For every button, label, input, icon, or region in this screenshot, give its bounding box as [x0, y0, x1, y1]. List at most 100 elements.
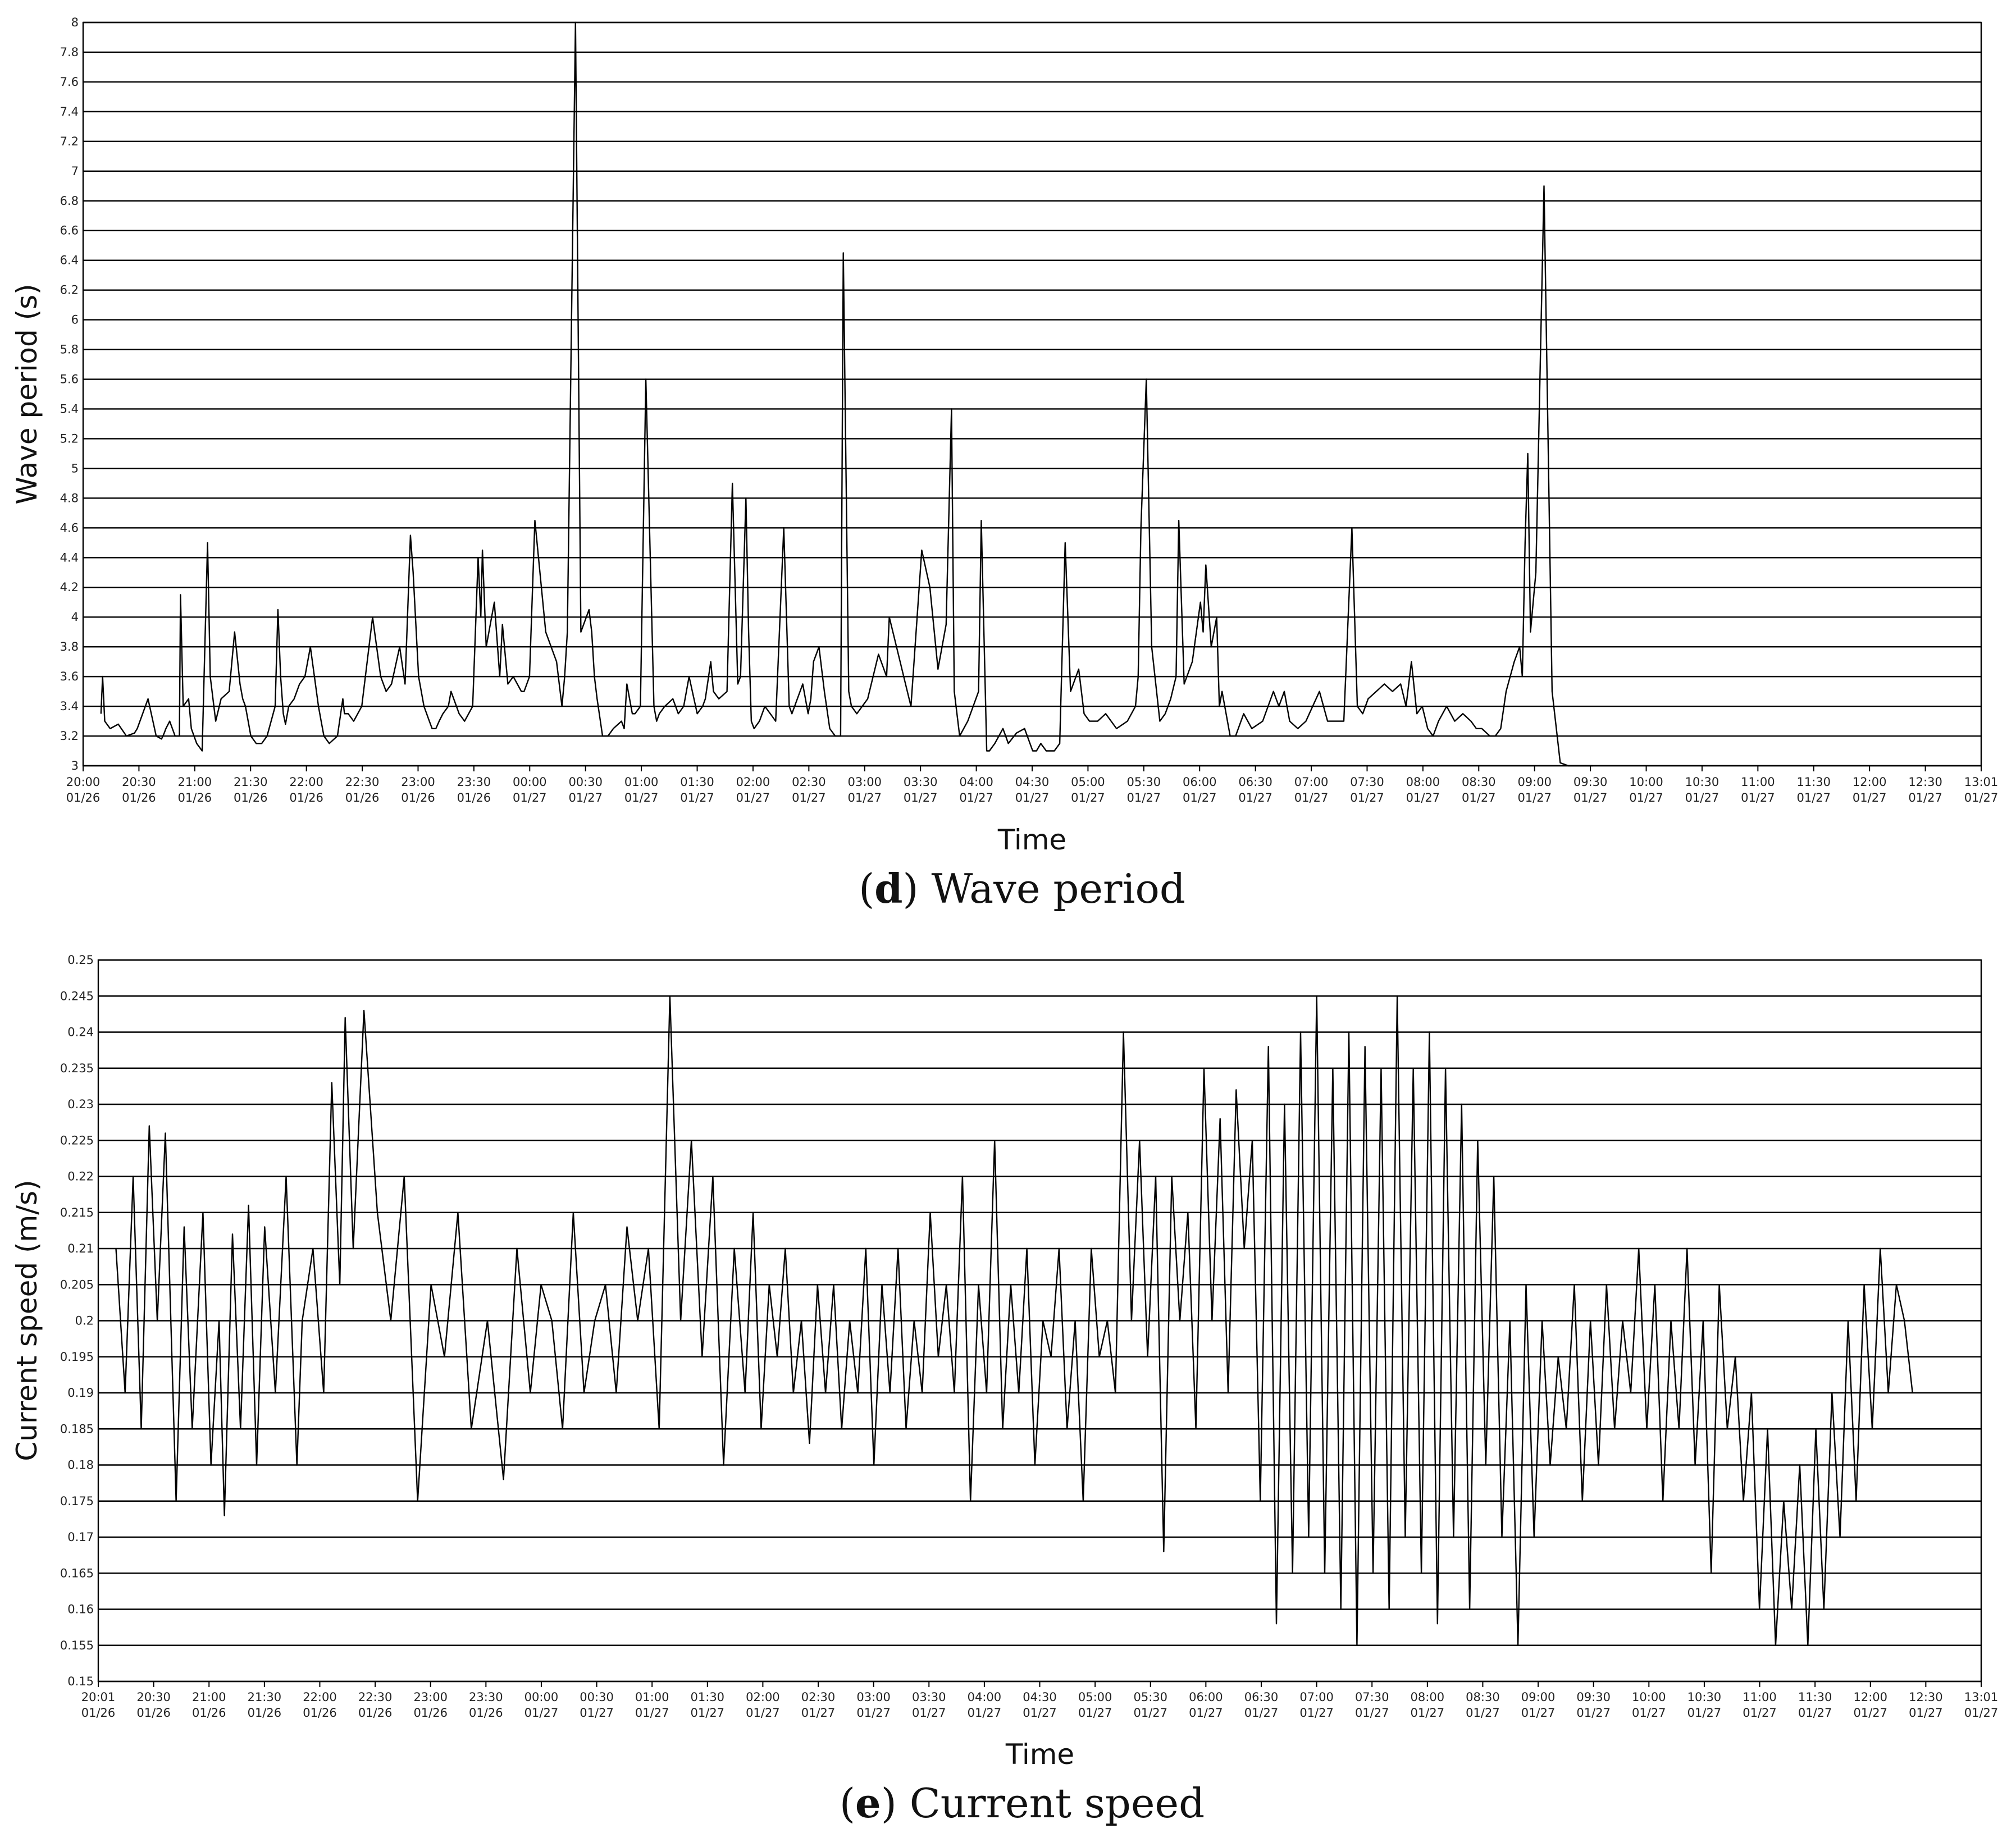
- x-tick-label-date: 01/27: [635, 1706, 669, 1720]
- x-tick-label-time: 07:30: [1355, 1690, 1389, 1704]
- y-tick-label: 3.2: [60, 729, 79, 743]
- x-tick-label-time: 10:00: [1629, 775, 1663, 789]
- y-tick-label: 0.22: [67, 1170, 94, 1183]
- x-tick-label-time: 22:30: [345, 775, 380, 789]
- x-tick-label-time: 10:30: [1685, 775, 1719, 789]
- x-tick-label-time: 09:00: [1517, 775, 1552, 789]
- x-tick-label-date: 01/27: [1964, 791, 1999, 804]
- x-tick-label-time: 06:30: [1244, 1690, 1279, 1704]
- chart-wave-period: 3 3.2 3.4 3.6 3.8 4 4.2 4.4 4.6 4.8 5 5.2 5.4 5.6 5.8 6…: [11, 16, 1998, 912]
- x-tick-label-date: 01/27: [513, 791, 547, 804]
- x-tick-label-date: 01/27: [959, 791, 993, 804]
- y-tick-label: 0.185: [60, 1422, 94, 1436]
- x-tick-label-date: 01/26: [192, 1706, 226, 1720]
- caption-text-d: Wave period: [931, 865, 1185, 912]
- x-tick-label-time: 08:30: [1466, 1690, 1500, 1704]
- x-tick-label-time: 07:30: [1350, 775, 1384, 789]
- y-tick-label: 8: [71, 16, 79, 29]
- x-tick-label-date: 01/26: [122, 791, 156, 804]
- x-tick-label-date: 01/27: [1071, 791, 1105, 804]
- x-tick-labels-current-speed: 20:01 01/26 20:30 01/26 21:00 01/26 21:30 01/26…: [81, 1681, 1999, 1720]
- y-tick-label: 0.165: [60, 1566, 94, 1580]
- x-tick-label-time: 01:00: [635, 1690, 669, 1704]
- x-tick-label-date: 01/27: [1629, 791, 1663, 804]
- y-tick-label: 0.175: [60, 1494, 94, 1508]
- x-tick-label-time: 03:30: [904, 775, 938, 789]
- y-tick-label: 0.19: [67, 1386, 94, 1400]
- x-tick-label-date: 01/26: [66, 791, 101, 804]
- x-tick-label-time: 07:00: [1294, 775, 1329, 789]
- x-tick-label-time: 20:00: [66, 775, 101, 789]
- x-tick-label-date: 01/26: [413, 1706, 448, 1720]
- x-tick-label-date: 01/26: [469, 1706, 503, 1720]
- x-tick-label-date: 01/26: [248, 1706, 282, 1720]
- x-tick-label-date: 01/27: [1685, 791, 1719, 804]
- y-tick-label: 0.195: [60, 1350, 94, 1364]
- y-tick-label: 0.25: [67, 953, 94, 967]
- y-tick-label: 6.6: [60, 224, 79, 237]
- y-tick-label: 5.8: [60, 343, 79, 356]
- x-tick-label-date: 01/27: [1908, 791, 1942, 804]
- x-tick-label-date: 01/27: [1189, 1706, 1223, 1720]
- x-tick-label-time: 06:00: [1189, 1690, 1223, 1704]
- x-tick-label-date: 01/26: [234, 791, 268, 804]
- series-line-wave-period: [100, 21, 1593, 767]
- x-tick-label-date: 01/26: [358, 1706, 393, 1720]
- x-tick-label-date: 01/27: [1687, 1706, 1722, 1720]
- x-tick-label-date: 01/27: [746, 1706, 780, 1720]
- x-tick-label-date: 01/27: [904, 791, 938, 804]
- x-tick-label-date: 01/26: [303, 1706, 337, 1720]
- x-tick-label-time: 03:30: [912, 1690, 946, 1704]
- x-tick-label-time: 11:00: [1743, 1690, 1777, 1704]
- x-tick-label-date: 01/26: [401, 791, 435, 804]
- caption-current-speed: (e) Current speed: [840, 1779, 1205, 1827]
- x-tick-label-time: 13:01: [1964, 1690, 1999, 1704]
- x-tick-label-date: 01/27: [1517, 791, 1552, 804]
- y-tick-label: 4.8: [60, 491, 79, 505]
- y-tick-label: 6: [71, 313, 79, 327]
- y-tick-label: 4.4: [60, 551, 79, 564]
- y-tick-label: 0.15: [67, 1675, 94, 1688]
- x-tick-label-time: 05:30: [1133, 1690, 1167, 1704]
- x-tick-label-date: 01/26: [81, 1706, 116, 1720]
- caption-text-e: Current speed: [910, 1780, 1205, 1827]
- x-tick-label-time: 00:00: [524, 1690, 559, 1704]
- x-tick-label-time: 07:00: [1299, 1690, 1334, 1704]
- x-tick-label-time: 04:30: [1015, 775, 1050, 789]
- x-tick-label-date: 01/27: [856, 1706, 891, 1720]
- x-tick-label-date: 01/27: [1576, 1706, 1611, 1720]
- x-axis-title-current-speed: Time: [1005, 1738, 1074, 1771]
- y-axis-title-current-speed: Current speed (m/s): [11, 1180, 43, 1461]
- x-tick-label-date: 01/27: [1350, 791, 1384, 804]
- x-tick-label-date: 01/27: [1244, 1706, 1279, 1720]
- y-tick-label: 7.2: [60, 135, 79, 148]
- x-tick-label-date: 01/26: [136, 1706, 171, 1720]
- y-tick-label: 0.245: [60, 989, 94, 1003]
- x-tick-label-date: 01/27: [1183, 791, 1217, 804]
- caption-wave-period: (d) Wave period: [859, 865, 1185, 912]
- x-tick-label-time: 08:00: [1411, 1690, 1445, 1704]
- x-tick-label-time: 12:00: [1853, 1690, 1887, 1704]
- x-tick-label-time: 11:30: [1798, 1690, 1832, 1704]
- y-tick-label: 0.17: [67, 1530, 94, 1544]
- y-tick-label: 7.8: [60, 45, 79, 59]
- x-tick-label-date: 01/27: [1015, 791, 1050, 804]
- x-tick-label-time: 02:30: [792, 775, 826, 789]
- x-tick-label-date: 01/27: [1294, 791, 1329, 804]
- x-tick-label-time: 11:00: [1741, 775, 1775, 789]
- y-tick-label: 0.205: [60, 1278, 94, 1291]
- caption-letter-e: e: [855, 1779, 881, 1827]
- x-tick-label-time: 01:00: [624, 775, 659, 789]
- x-tick-label-date: 01/27: [1796, 791, 1831, 804]
- x-tick-label-time: 10:00: [1632, 1690, 1666, 1704]
- y-axis-title-wave-period: Wave period (s): [11, 284, 43, 504]
- y-tick-label: 6.4: [60, 254, 79, 267]
- series-line-current-speed: [115, 995, 1913, 1646]
- x-tick-label-time: 21:30: [248, 1690, 282, 1704]
- x-tick-label-time: 21:30: [234, 775, 268, 789]
- x-tick-label-time: 00:30: [580, 1690, 614, 1704]
- x-tick-label-date: 01/27: [524, 1706, 559, 1720]
- x-tick-label-time: 22:30: [358, 1690, 393, 1704]
- y-tick-label: 0.21: [67, 1242, 94, 1255]
- y-tick-label: 4.2: [60, 580, 79, 594]
